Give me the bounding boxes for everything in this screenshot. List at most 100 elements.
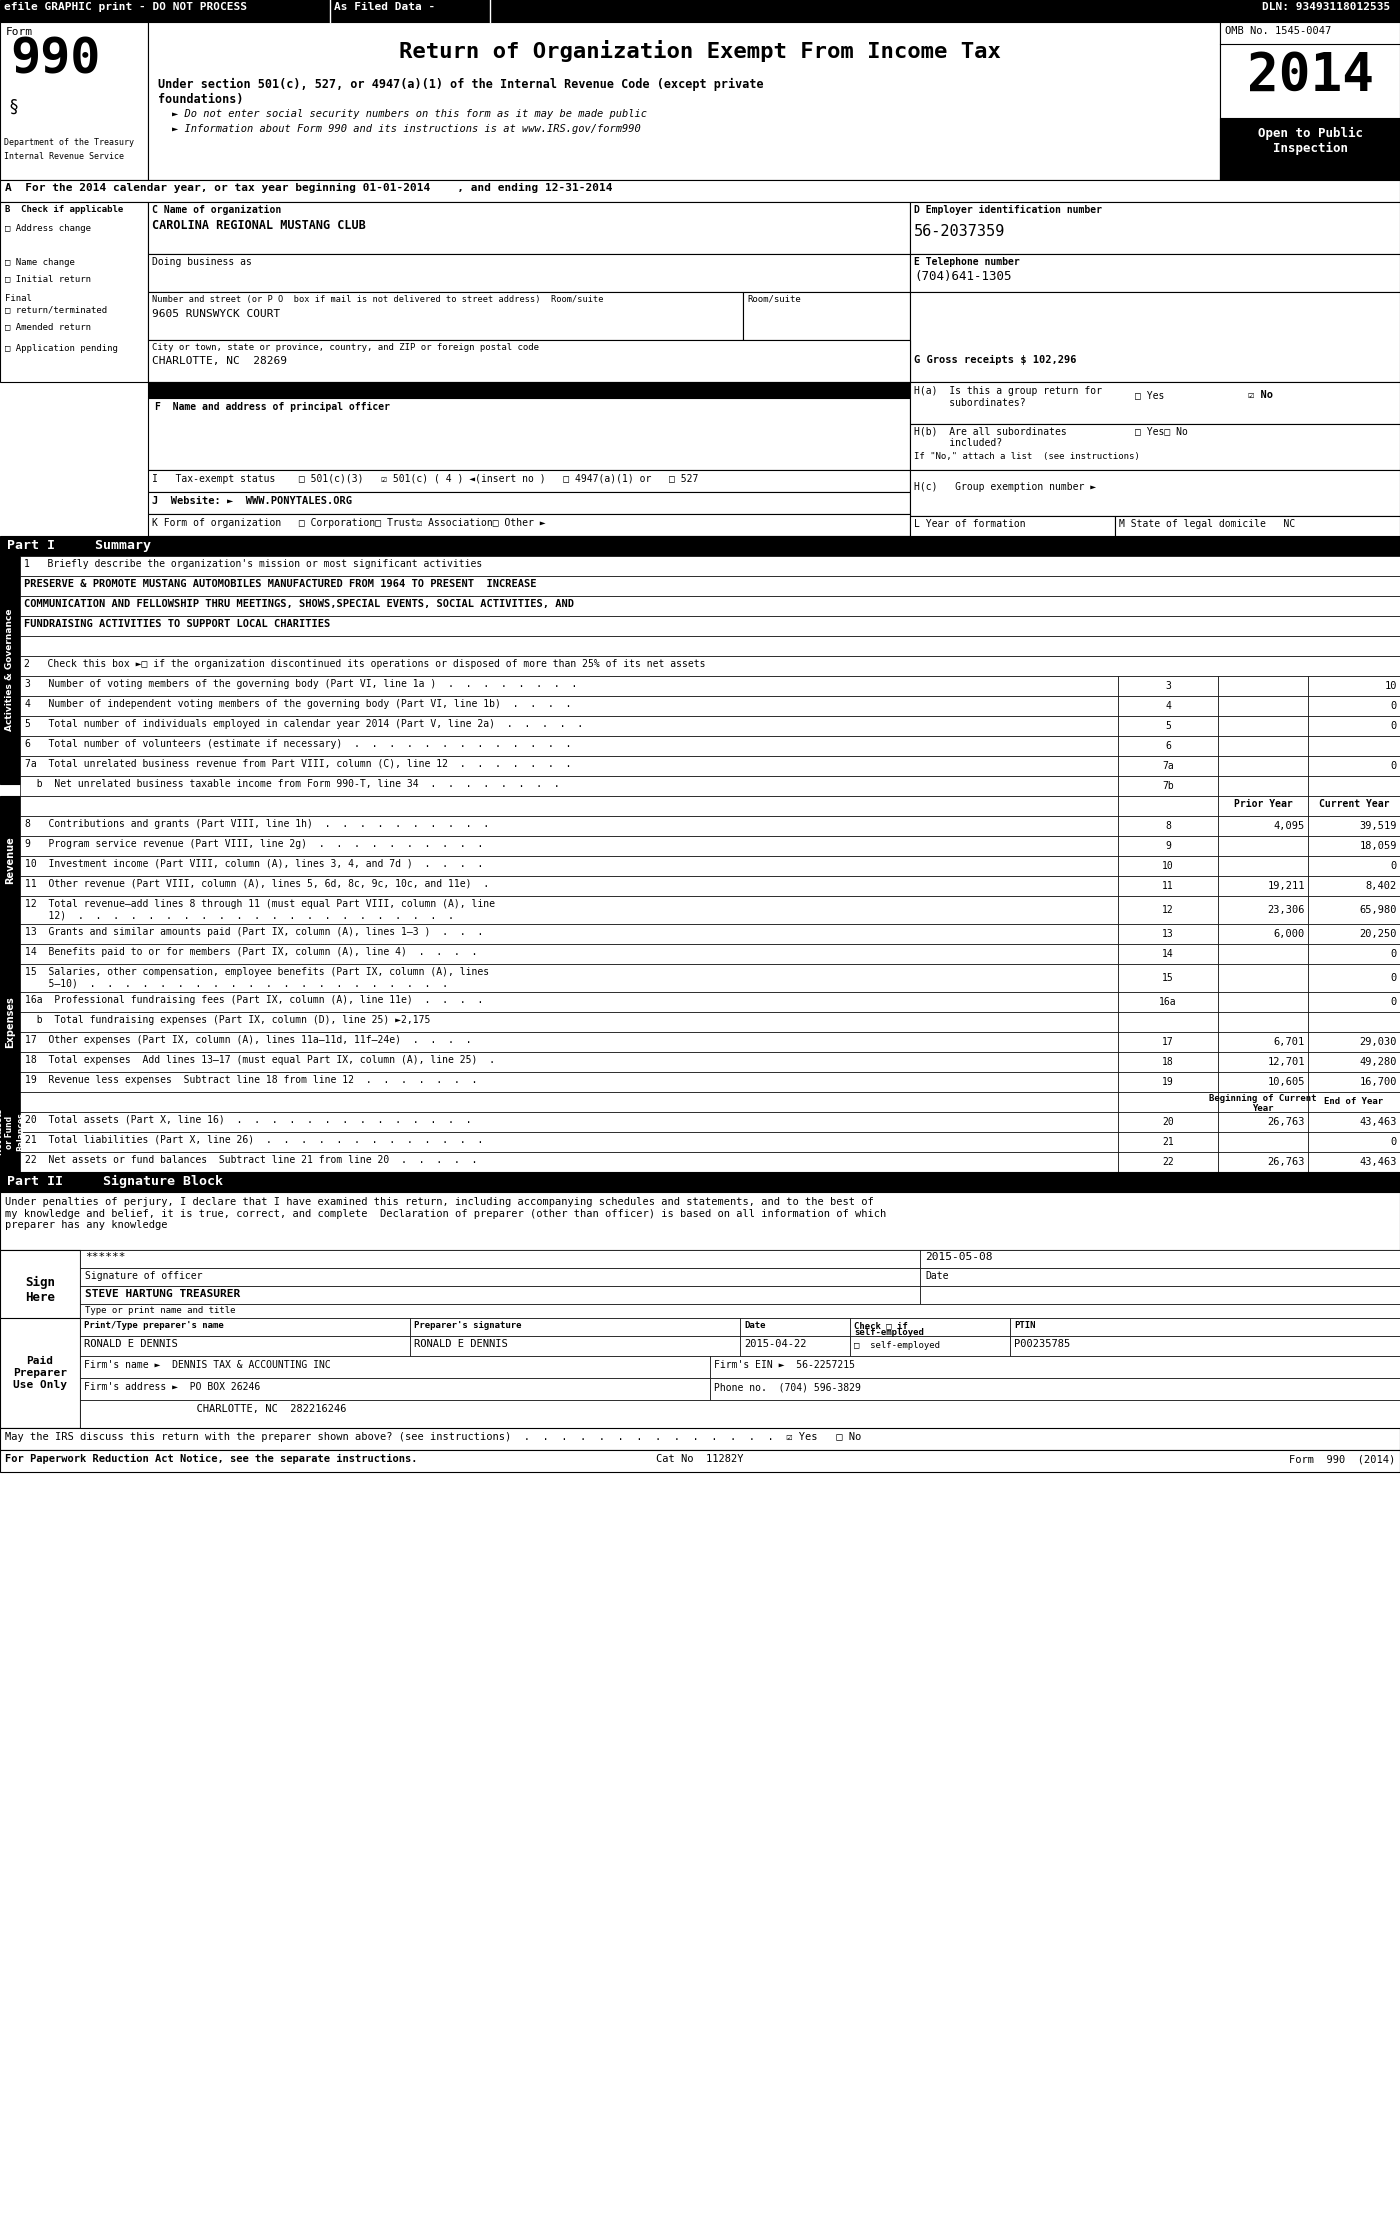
Bar	[80, 1337, 410, 1357]
Text: 9: 9	[1165, 841, 1170, 852]
Text: 49,280: 49,280	[1359, 1058, 1397, 1067]
Bar	[20, 817, 1119, 837]
Bar	[0, 1173, 1400, 1193]
Bar	[850, 1319, 1009, 1337]
Bar	[1119, 876, 1218, 896]
Bar	[1308, 1111, 1400, 1133]
Text: 11  Other revenue (Part VIII, column (A), lines 5, 6d, 8c, 9c, 10c, and 11e)  .: 11 Other revenue (Part VIII, column (A),…	[25, 879, 489, 890]
Text: 15  Salaries, other compensation, employee benefits (Part IX, column (A), lines: 15 Salaries, other compensation, employe…	[25, 967, 489, 976]
Text: H(a)  Is this a group return for: H(a) Is this a group return for	[914, 385, 1102, 396]
Text: □ Application pending: □ Application pending	[6, 343, 118, 354]
Bar	[410, 1337, 741, 1357]
Bar	[910, 254, 1400, 292]
Text: DLN: 93493118012535: DLN: 93493118012535	[1261, 2, 1390, 11]
Text: Cat No  11282Y: Cat No 11282Y	[657, 1454, 743, 1465]
Text: 0: 0	[1390, 721, 1397, 730]
Bar	[1009, 1319, 1400, 1337]
Text: 13  Grants and similar amounts paid (Part IX, column (A), lines 1–3 )  .  .  .: 13 Grants and similar amounts paid (Part…	[25, 927, 483, 936]
Bar	[20, 837, 1119, 856]
Text: 12: 12	[1162, 905, 1173, 914]
Text: 65,980: 65,980	[1359, 905, 1397, 914]
Text: 18,059: 18,059	[1359, 841, 1397, 852]
Text: A  For the 2014 calendar year, or tax year beginning 01-01-2014    , and ending : A For the 2014 calendar year, or tax yea…	[6, 184, 613, 193]
Bar	[910, 516, 1114, 538]
Bar	[0, 555, 20, 783]
Bar	[1114, 516, 1400, 538]
Bar	[148, 22, 1219, 179]
Bar	[1308, 1091, 1400, 1111]
Bar	[1218, 1051, 1308, 1071]
Text: b  Total fundraising expenses (Part IX, column (D), line 25) ►2,175: b Total fundraising expenses (Part IX, c…	[25, 1016, 430, 1025]
Text: □ return/terminated: □ return/terminated	[6, 305, 108, 314]
Text: 12  Total revenue—add lines 8 through 11 (must equal Part VIII, column (A), line: 12 Total revenue—add lines 8 through 11 …	[25, 898, 496, 910]
Bar	[1308, 817, 1400, 837]
Bar	[1218, 965, 1308, 991]
Text: 7b: 7b	[1162, 781, 1173, 790]
Text: J  Website: ►  WWW.PONYTALES.ORG: J Website: ► WWW.PONYTALES.ORG	[153, 496, 351, 507]
Text: Under section 501(c), 527, or 4947(a)(1) of the Internal Revenue Code (except pr: Under section 501(c), 527, or 4947(a)(1)…	[158, 77, 763, 91]
Text: L Year of formation: L Year of formation	[914, 520, 1026, 529]
Bar	[148, 292, 743, 341]
Text: 2   Check this box ►□ if the organization discontinued its operations or dispose: 2 Check this box ►□ if the organization …	[24, 659, 706, 668]
Text: 18  Total expenses  Add lines 13–17 (must equal Part IX, column (A), line 25)  .: 18 Total expenses Add lines 13–17 (must …	[25, 1056, 496, 1064]
Bar	[1218, 1133, 1308, 1153]
Text: CHARLOTTE, NC  28269: CHARLOTTE, NC 28269	[153, 356, 287, 365]
Text: May the IRS discuss this return with the preparer shown above? (see instructions: May the IRS discuss this return with the…	[6, 1432, 861, 1443]
Bar	[20, 1051, 1119, 1071]
Text: Phone no.  (704) 596-3829: Phone no. (704) 596-3829	[714, 1381, 861, 1392]
Text: For Paperwork Reduction Act Notice, see the separate instructions.: For Paperwork Reduction Act Notice, see …	[6, 1454, 417, 1465]
Bar	[80, 1250, 920, 1268]
Bar	[1308, 837, 1400, 856]
Bar	[0, 1427, 1400, 1450]
Bar	[1119, 1091, 1218, 1111]
Bar	[148, 254, 910, 292]
Bar	[20, 965, 1119, 991]
Text: 6: 6	[1165, 741, 1170, 750]
Bar	[1308, 1011, 1400, 1031]
Text: 26,763: 26,763	[1267, 1157, 1305, 1166]
Bar	[0, 22, 148, 179]
Bar	[20, 757, 1119, 777]
Text: As Filed Data -: As Filed Data -	[335, 2, 435, 11]
Bar	[1119, 1071, 1218, 1091]
Bar	[1218, 945, 1308, 965]
Bar	[1219, 117, 1400, 179]
Bar	[20, 797, 1119, 817]
Text: □  self-employed: □ self-employed	[854, 1341, 939, 1350]
Text: 6   Total number of volunteers (estimate if necessary)  .  .  .  .  .  .  .  .  : 6 Total number of volunteers (estimate i…	[25, 739, 571, 748]
Bar	[1119, 797, 1218, 817]
Text: 22  Net assets or fund balances  Subtract line 21 from line 20  .  .  .  .  .: 22 Net assets or fund balances Subtract …	[25, 1155, 477, 1164]
Text: 56-2037359: 56-2037359	[914, 224, 1005, 239]
Text: 23,306: 23,306	[1267, 905, 1305, 914]
Bar	[1218, 797, 1308, 817]
Text: 2014: 2014	[1246, 51, 1373, 102]
Bar	[1218, 1011, 1308, 1031]
Text: 43,463: 43,463	[1359, 1118, 1397, 1126]
Text: I   Tax-exempt status    □ 501(c)(3)   ☑ 501(c) ( 4 ) ◄(insert no )   □ 4947(a)(: I Tax-exempt status □ 501(c)(3) ☑ 501(c)…	[153, 474, 699, 485]
Bar	[1308, 1051, 1400, 1071]
Bar	[20, 896, 1119, 925]
Bar	[1218, 777, 1308, 797]
Text: 5–10)  .  .  .  .  .  .  .  .  .  .  .  .  .  .  .  .  .  .  .  .  .: 5–10) . . . . . . . . . . . . . . . . . …	[25, 978, 448, 987]
Text: □ Amended return: □ Amended return	[6, 323, 91, 332]
Text: Date: Date	[743, 1321, 766, 1330]
Text: included?: included?	[914, 438, 1002, 447]
Text: 9605 RUNSWYCK COURT: 9605 RUNSWYCK COURT	[153, 310, 280, 319]
Bar	[0, 536, 1400, 555]
Text: City or town, state or province, country, and ZIP or foreign postal code: City or town, state or province, country…	[153, 343, 539, 352]
Text: Check □ if: Check □ if	[854, 1321, 907, 1330]
Text: 8,402: 8,402	[1366, 881, 1397, 892]
Text: 20  Total assets (Part X, line 16)  .  .  .  .  .  .  .  .  .  .  .  .  .  .: 20 Total assets (Part X, line 16) . . . …	[25, 1115, 472, 1124]
Bar	[1119, 896, 1218, 925]
Text: 20: 20	[1162, 1118, 1173, 1126]
Bar	[1119, 1111, 1218, 1133]
Bar	[20, 925, 1119, 945]
Text: 19  Revenue less expenses  Subtract line 18 from line 12  .  .  .  .  .  .  .: 19 Revenue less expenses Subtract line 1…	[25, 1076, 477, 1084]
Bar	[20, 737, 1119, 757]
Text: 990: 990	[10, 35, 101, 84]
Text: Return of Organization Exempt From Income Tax: Return of Organization Exempt From Incom…	[399, 40, 1001, 62]
Bar	[1218, 1153, 1308, 1173]
Text: H(c)   Group exemption number ►: H(c) Group exemption number ►	[914, 482, 1096, 491]
Text: If "No," attach a list  (see instructions): If "No," attach a list (see instructions…	[914, 451, 1140, 460]
Bar	[1218, 1031, 1308, 1051]
